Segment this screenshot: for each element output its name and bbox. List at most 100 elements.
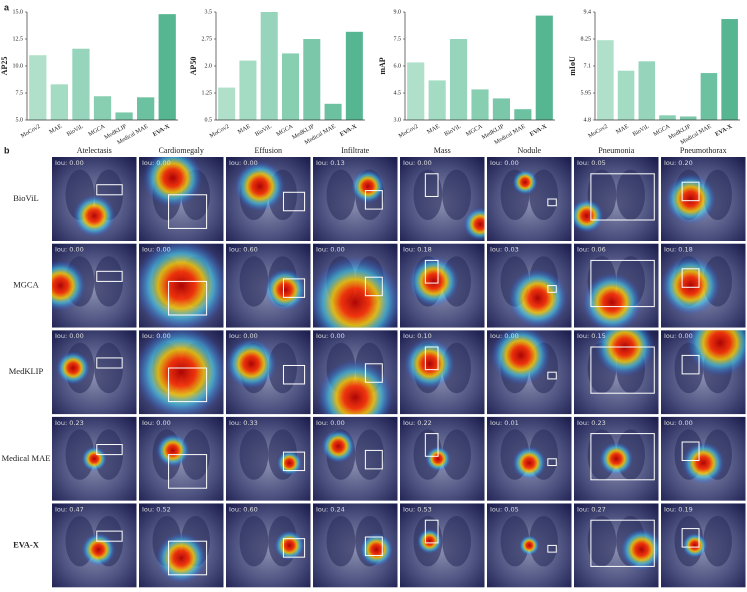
y-tick-label: 7.5 [16,90,24,96]
bar [617,70,635,120]
heat-blob [620,528,659,571]
lung [616,169,645,220]
x-tick-label: BioViL [254,124,273,138]
bar [93,96,112,120]
ground-truth-box [547,371,557,380]
bar [281,53,300,120]
iou-label: Iou: 0.00 [142,332,171,340]
heatmap-cell: Iou: 0.03 [487,243,572,328]
ground-truth-box [364,449,383,470]
ground-truth-box [96,184,123,196]
heatmap-cell: Iou: 0.52 [139,503,224,588]
heatmap-cell: Iou: 0.00 [52,243,137,328]
lung [239,429,269,480]
ground-truth-box [96,530,123,542]
x-tick-label: BioViL [66,124,85,138]
column-header: Pneumonia [598,146,634,155]
heat-blob [143,157,203,208]
heatmap-cell: Iou: 0.00 [313,243,398,328]
ground-truth-box [681,268,700,288]
lung [239,516,269,567]
bar [50,84,68,120]
heatmap-cell: Iou: 0.13 [313,157,398,241]
column-header: Atelectasis [77,146,112,155]
heat-blob [313,256,398,328]
lung [268,342,297,394]
heatmap-cell: Iou: 0.23 [52,416,137,501]
y-tick-label: 5.0 [16,117,24,123]
column-header: Mass [434,146,451,155]
heat-blob [686,330,746,377]
heatmap-cell: Iou: 0.01 [487,416,572,501]
bar [345,31,363,120]
bar [638,61,656,120]
ground-truth-box [168,367,208,403]
panel-label: a [4,2,10,12]
y-tick-label: 7.5 [394,36,402,42]
heatmap-cell: Iou: 0.00 [226,330,311,415]
x-tick-label: MAE [48,124,63,136]
heat-blob [73,194,116,237]
heatmap-cell: Iou: 0.00 [400,157,485,241]
y-tick-label: 1.25 [202,90,213,96]
x-tick-label: MoCov2 [398,124,419,140]
row-label: BioViL [13,193,38,203]
iou-label: Iou: 0.53 [403,505,432,513]
column-header: Pneumothorax [680,146,727,155]
iou-label: Iou: 0.00 [316,246,345,254]
heat-blob [155,532,207,584]
heat-blob [52,260,86,311]
iou-label: Iou: 0.00 [229,159,258,167]
y-tick-label: 8.25 [581,36,592,42]
heat-blob [682,532,708,559]
ground-truth-box [547,285,557,293]
ground-truth-box [282,364,306,385]
ground-truth-box [590,346,655,394]
iou-label: Iou: 0.05 [577,159,606,167]
bar [407,62,425,120]
x-tick-label: EVA-X [529,123,548,138]
lung [500,516,530,567]
lung [239,256,269,307]
ground-truth-box [96,357,123,369]
x-tick-label: MAE [237,124,252,136]
ground-truth-box [282,538,306,558]
y-tick-label: 2.0 [205,63,213,69]
heat-blob [661,256,721,315]
heatmap-cell: Iou: 0.19 [661,503,746,588]
y-axis-title: mIoU [568,56,577,76]
xray-image [313,416,398,501]
heat-blob [512,446,547,480]
iou-label: Iou: 0.47 [55,505,84,513]
iou-label: Iou: 0.00 [490,332,519,340]
heat-blob [234,161,286,212]
heat-blob [408,256,460,307]
y-tick-label: 3.0 [394,117,402,123]
bar [158,14,176,120]
heatmap-cell: Iou: 0.22 [400,416,485,501]
bar [239,60,257,120]
heat-blob [264,268,307,311]
x-tick-label: EVA-X [339,123,358,138]
iou-label: Iou: 0.06 [577,246,606,254]
iou-label: Iou: 0.13 [316,159,345,167]
bar [659,115,676,120]
iou-label: Iou: 0.60 [229,246,258,254]
bar [700,73,718,120]
iou-label: Iou: 0.23 [577,419,606,427]
heat-blob [404,338,455,389]
ground-truth-box [424,519,439,544]
lung [703,516,732,567]
heatmap-cell: Iou: 0.27 [574,503,659,588]
iou-label: Iou: 0.00 [142,159,171,167]
heat-blob [351,169,385,204]
ground-truth-box [681,354,700,375]
heatmap-cell: Iou: 0.23 [574,416,659,501]
heatmap-cell: Iou: 0.00 [661,416,746,501]
ground-truth-box [424,259,439,284]
bar [679,116,697,120]
heat-blob [155,433,190,468]
ground-truth-box [590,433,655,481]
ground-truth-box [681,528,700,548]
x-tick-label: EVA-X [715,123,734,138]
